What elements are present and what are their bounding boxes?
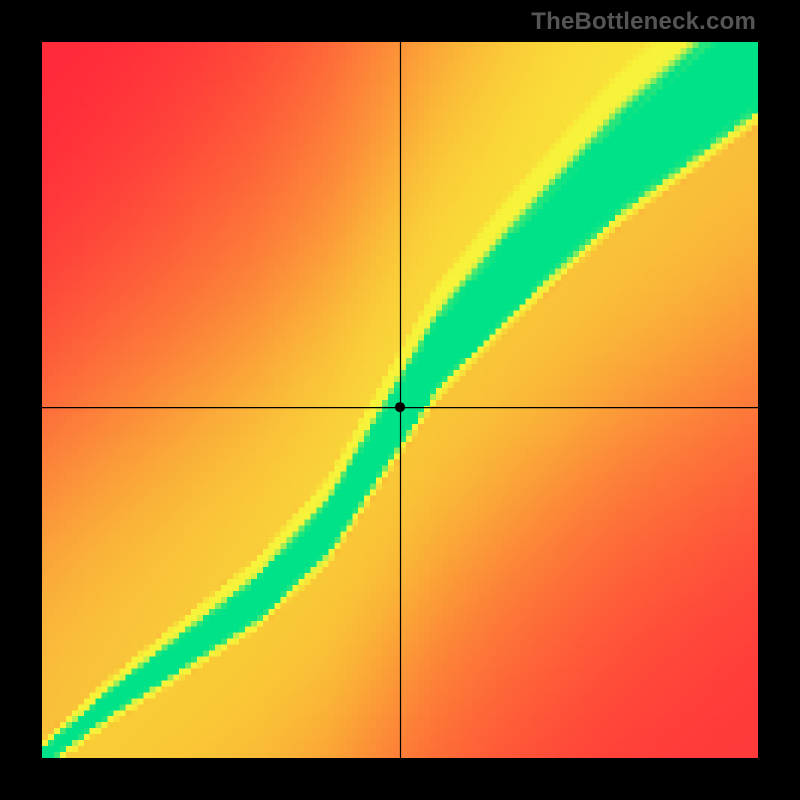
watermark-text: TheBottleneck.com (531, 8, 756, 36)
chart-container: TheBottleneck.com (0, 0, 800, 800)
crosshair-canvas (0, 0, 800, 800)
